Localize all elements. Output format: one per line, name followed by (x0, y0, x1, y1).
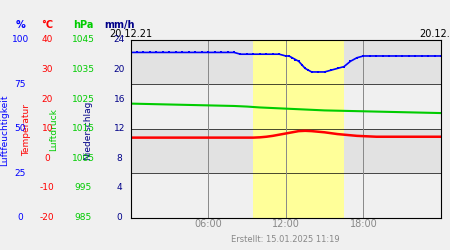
Text: Luftfeuchtigkeit: Luftfeuchtigkeit (0, 94, 9, 166)
Text: Erstellt: 15.01.2025 11:19: Erstellt: 15.01.2025 11:19 (231, 236, 340, 244)
Text: 0: 0 (117, 213, 122, 222)
Text: 8: 8 (117, 154, 122, 163)
Text: hPa: hPa (73, 20, 94, 30)
Text: 1005: 1005 (72, 154, 95, 163)
Text: 1015: 1015 (72, 124, 95, 133)
Text: 4: 4 (117, 184, 122, 192)
Bar (253, 40, 344, 218)
Text: 24: 24 (113, 36, 125, 44)
Text: 20: 20 (41, 95, 53, 104)
Text: 10: 10 (41, 124, 53, 133)
Text: °C: °C (41, 20, 53, 30)
Text: 100: 100 (12, 36, 29, 44)
Bar (130, 84, 441, 129)
Text: 40: 40 (41, 36, 53, 44)
Text: 16: 16 (113, 95, 125, 104)
Text: Luftdruck: Luftdruck (50, 108, 58, 152)
Text: -20: -20 (40, 213, 54, 222)
Bar (130, 129, 441, 173)
Text: 12: 12 (113, 124, 125, 133)
Text: %: % (15, 20, 25, 30)
Text: 0: 0 (18, 213, 23, 222)
Text: 20: 20 (113, 65, 125, 74)
Text: 985: 985 (75, 213, 92, 222)
Text: 1025: 1025 (72, 95, 94, 104)
Text: 50: 50 (14, 124, 26, 133)
Text: -10: -10 (40, 184, 54, 192)
Bar (130, 173, 441, 218)
Text: 1035: 1035 (72, 65, 95, 74)
Text: mm/h: mm/h (104, 20, 135, 30)
Text: 75: 75 (14, 80, 26, 89)
Text: 30: 30 (41, 65, 53, 74)
Text: 25: 25 (14, 168, 26, 177)
Text: 995: 995 (75, 184, 92, 192)
Text: 0: 0 (45, 154, 50, 163)
Text: Niederschlag: Niederschlag (83, 100, 92, 160)
Text: 1045: 1045 (72, 36, 94, 44)
Text: Temperatur: Temperatur (22, 104, 32, 156)
Bar (130, 40, 441, 84)
